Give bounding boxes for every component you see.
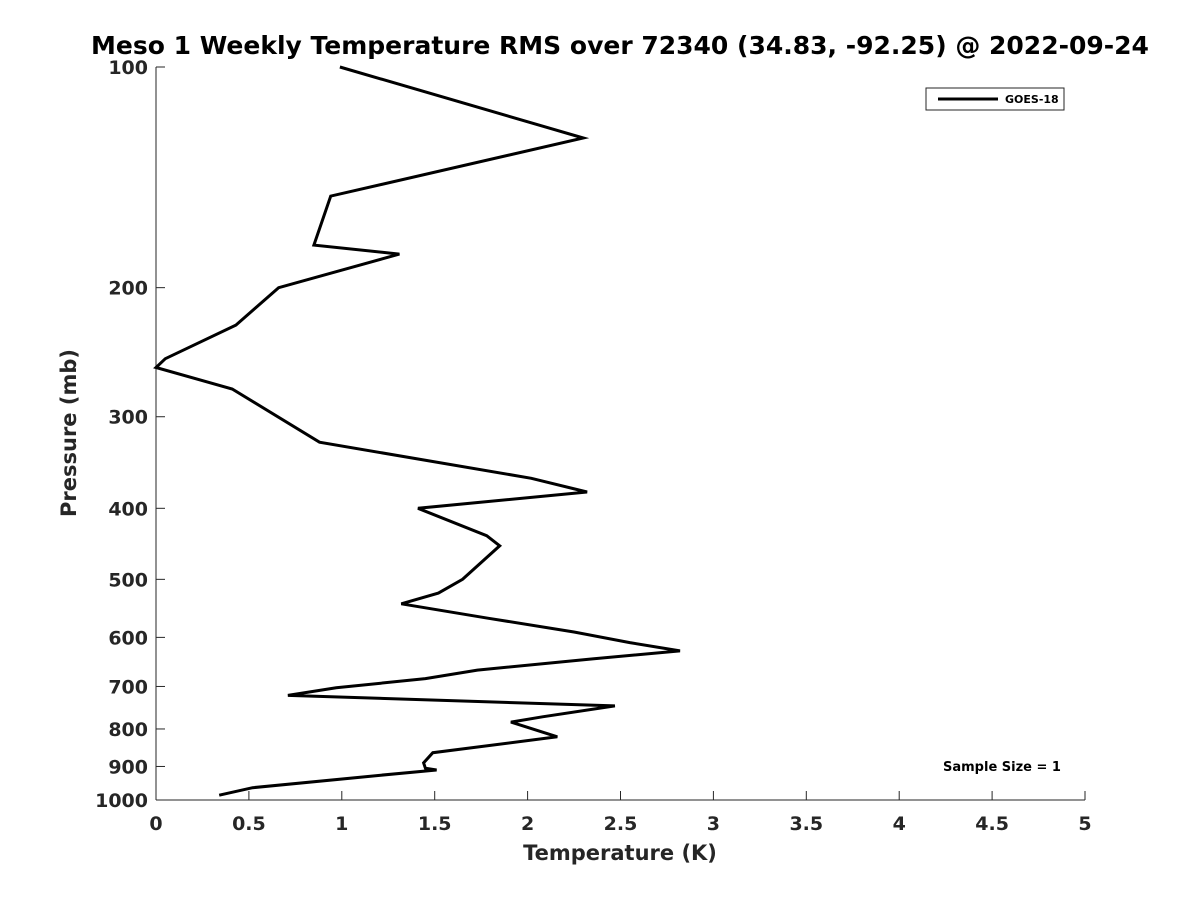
y-tick-label: 500: [108, 569, 148, 591]
y-axis-label: Pressure (mb): [57, 349, 81, 517]
y-tick-label: 800: [108, 719, 148, 741]
y-tick-label: 300: [108, 407, 148, 429]
x-tick-label: 3.5: [789, 813, 823, 835]
legend-label-goes-18: GOES-18: [1005, 93, 1059, 106]
x-tick-label: 4: [893, 813, 906, 835]
sample-size-annotation: Sample Size = 1: [943, 760, 1061, 775]
series-layer: [153, 65, 681, 797]
y-tick-label: 200: [108, 278, 148, 300]
x-tick-label: 0: [149, 813, 162, 835]
y-tick-label: 900: [108, 756, 148, 778]
y-tick-label: 600: [108, 627, 148, 649]
x-tick-label: 2.5: [604, 813, 638, 835]
x-tick-label: 1: [335, 813, 348, 835]
axes: [155, 67, 1085, 801]
y-tick-label: 100: [108, 57, 148, 79]
x-tick-label: 4.5: [975, 813, 1009, 835]
chart-title: Meso 1 Weekly Temperature RMS over 72340…: [91, 31, 1149, 60]
x-tick-label: 3: [707, 813, 720, 835]
x-tick-label: 0.5: [232, 813, 266, 835]
y-tick-label: 400: [108, 498, 148, 520]
x-axis-label: Temperature (K): [523, 841, 717, 865]
x-tick-label: 1.5: [418, 813, 452, 835]
legend: GOES-18: [925, 87, 1065, 111]
y-tick-label: 1000: [95, 790, 148, 812]
x-tick-label: 2: [521, 813, 534, 835]
x-ticks: 0 0.5 1 1.5 2 2.5 3 3.5 4 4.5 5: [149, 791, 1092, 835]
y-ticks: 100 200 300 400 500 600 700 800 900 1000: [95, 57, 165, 812]
y-tick-label: 700: [108, 676, 148, 698]
series-line-goes-18: [153, 65, 681, 797]
x-tick-label: 5: [1078, 813, 1091, 835]
